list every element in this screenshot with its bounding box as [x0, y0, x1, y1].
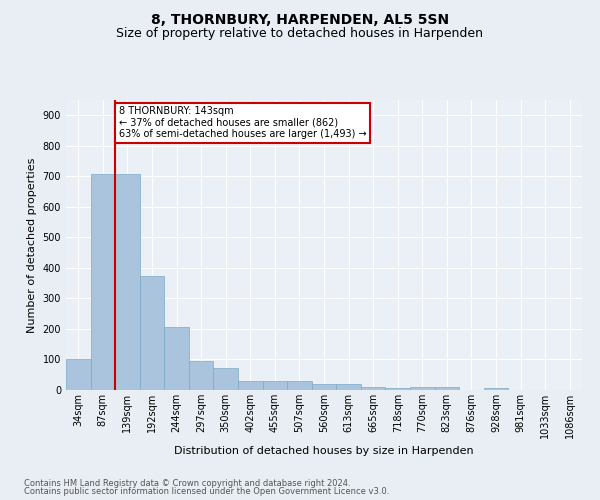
- Bar: [312, 384, 336, 390]
- Bar: [115, 174, 140, 390]
- Bar: [189, 361, 214, 390]
- Text: 8, THORNBURY, HARPENDEN, AL5 5SN: 8, THORNBURY, HARPENDEN, AL5 5SN: [151, 12, 449, 26]
- Bar: [410, 387, 434, 390]
- Bar: [263, 381, 287, 390]
- Bar: [484, 388, 508, 390]
- Bar: [91, 174, 115, 390]
- Y-axis label: Number of detached properties: Number of detached properties: [27, 158, 37, 332]
- Bar: [164, 328, 189, 390]
- Bar: [385, 388, 410, 390]
- Bar: [66, 360, 91, 390]
- Text: Contains public sector information licensed under the Open Government Licence v3: Contains public sector information licen…: [24, 487, 389, 496]
- Bar: [287, 382, 312, 390]
- X-axis label: Distribution of detached houses by size in Harpenden: Distribution of detached houses by size …: [174, 446, 474, 456]
- Bar: [336, 384, 361, 390]
- Text: Size of property relative to detached houses in Harpenden: Size of property relative to detached ho…: [116, 28, 484, 40]
- Bar: [238, 381, 263, 390]
- Bar: [434, 387, 459, 390]
- Bar: [214, 368, 238, 390]
- Text: 8 THORNBURY: 143sqm
← 37% of detached houses are smaller (862)
63% of semi-detac: 8 THORNBURY: 143sqm ← 37% of detached ho…: [119, 106, 367, 140]
- Bar: [140, 276, 164, 390]
- Text: Contains HM Land Registry data © Crown copyright and database right 2024.: Contains HM Land Registry data © Crown c…: [24, 478, 350, 488]
- Bar: [361, 387, 385, 390]
